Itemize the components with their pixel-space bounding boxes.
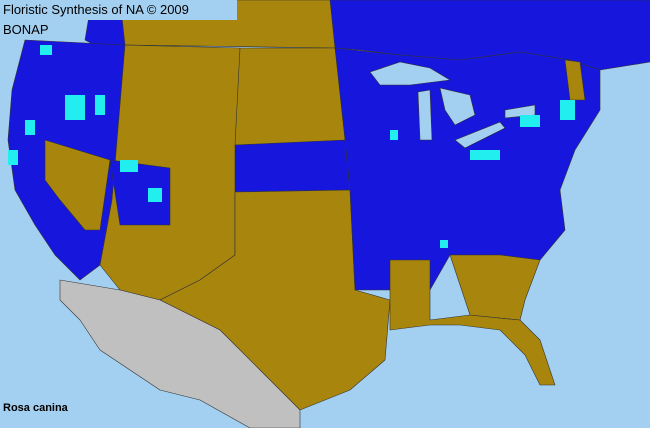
lake-superior bbox=[369, 61, 451, 86]
map-title: Floristic Synthesis of NA © 2009 BONAP bbox=[0, 0, 237, 37]
county-mark bbox=[390, 130, 398, 140]
county-mark bbox=[8, 150, 18, 165]
lake-michigan bbox=[417, 89, 433, 141]
county-mark bbox=[520, 115, 540, 127]
georgia-carolinas-gold bbox=[449, 254, 541, 321]
cyan-county-records bbox=[8, 45, 575, 248]
county-mark bbox=[120, 160, 138, 172]
county-mark bbox=[40, 45, 52, 55]
utah-blue bbox=[109, 159, 171, 226]
county-mark bbox=[560, 100, 575, 120]
plains-gold bbox=[234, 47, 351, 146]
county-mark bbox=[470, 150, 500, 160]
southeast-gold bbox=[389, 259, 556, 386]
mexico-gray bbox=[59, 279, 301, 428]
county-mark bbox=[148, 188, 162, 202]
county-mark bbox=[95, 95, 105, 115]
lake-huron bbox=[439, 87, 476, 126]
species-label: Rosa canina bbox=[3, 402, 68, 414]
county-mark bbox=[440, 240, 448, 248]
county-mark bbox=[25, 120, 35, 135]
county-mark bbox=[65, 95, 85, 120]
central-blue bbox=[234, 139, 351, 193]
lake-erie bbox=[454, 121, 506, 149]
new-england-gold bbox=[564, 59, 586, 101]
